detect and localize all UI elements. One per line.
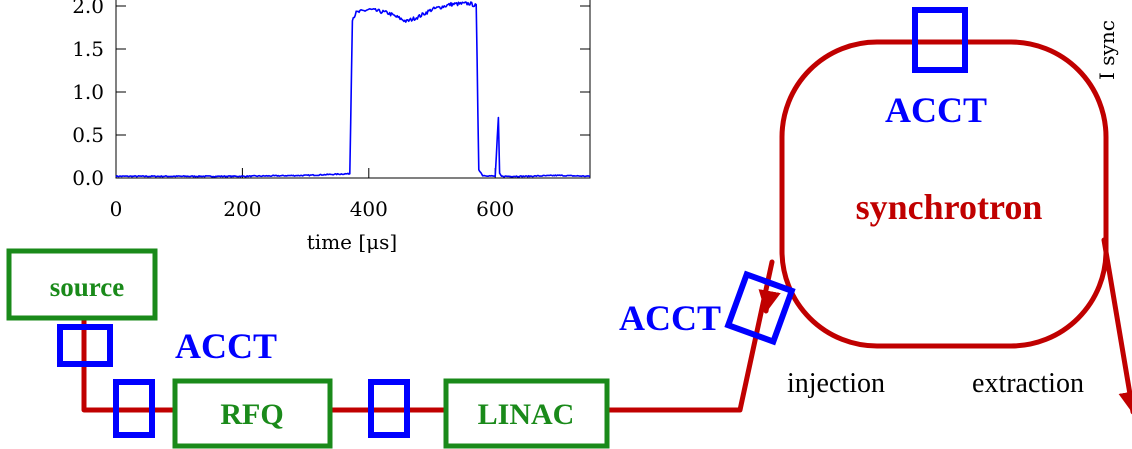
- y-tick-label: 1.5: [72, 37, 104, 61]
- linac-box[interactable]: LINAC: [443, 378, 610, 449]
- x-axis: 0 200 400 600: [110, 168, 514, 221]
- x-tick-label: 200: [223, 197, 261, 221]
- acct-monitors: [57, 7, 968, 438]
- acct-pre-rfq-monitor[interactable]: [113, 379, 155, 438]
- acct-injection-monitor[interactable]: [724, 270, 796, 346]
- injection-arrow: [758, 289, 781, 314]
- extraction-arrow: [1101, 237, 1132, 415]
- current-signal-line: [115, 1, 591, 178]
- acct-rfq-linac-monitor[interactable]: [368, 379, 410, 438]
- side-axis-label-fragment: I sync: [1095, 20, 1119, 80]
- x-tick-label: 600: [476, 197, 514, 221]
- rfq-label: RFQ: [220, 398, 283, 431]
- acct-source-label: ACCT: [175, 326, 277, 366]
- pulse-chart: 0.0 0.5 1.0 1.5 2.0 0 200 400 600 time [μs]: [72, 0, 591, 254]
- x-tick-label: 0: [110, 197, 123, 221]
- y-tick-label: 0.5: [72, 123, 104, 147]
- acct-injection-label: ACCT: [619, 298, 721, 338]
- y-axis: 0.0 0.5 1.0 1.5 2.0: [72, 0, 590, 190]
- linac-label: LINAC: [478, 398, 575, 431]
- synchrotron-ring: [779, 39, 1109, 349]
- plot-frame: [115, 0, 591, 179]
- acct-ring-label: ACCT: [885, 90, 987, 130]
- acct-ring-monitor[interactable]: [912, 7, 968, 73]
- acct-source-monitor[interactable]: [57, 324, 113, 367]
- y-tick-label: 2.0: [72, 0, 104, 18]
- source-box[interactable]: source: [6, 248, 158, 321]
- rfq-box[interactable]: RFQ: [172, 378, 333, 449]
- y-tick-label: 0.0: [72, 166, 104, 190]
- extraction-label: extraction: [972, 368, 1084, 399]
- synchrotron-label: synchrotron: [856, 187, 1043, 227]
- injection-label: injection: [787, 368, 885, 399]
- source-label: source: [50, 272, 125, 302]
- x-tick-label: 400: [350, 197, 388, 221]
- x-axis-label: time [μs]: [307, 230, 397, 254]
- y-tick-label: 1.0: [72, 80, 104, 104]
